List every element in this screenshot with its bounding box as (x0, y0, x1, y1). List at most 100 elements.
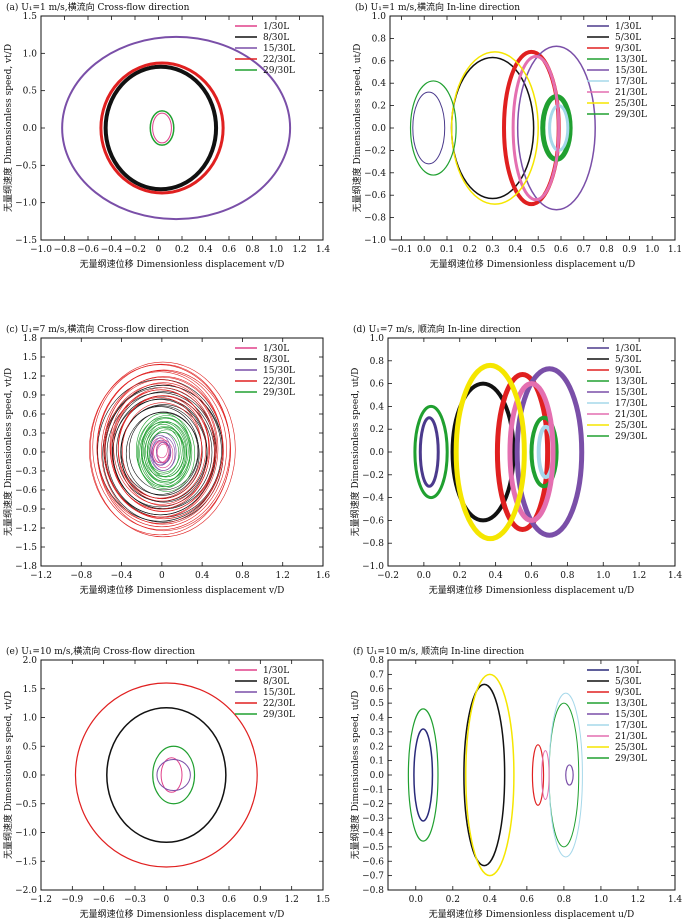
y-tick-label: 0.0 (23, 448, 38, 458)
x-tick-label: 0.4 (198, 245, 213, 255)
orbit-ring (125, 412, 200, 496)
chart-panel-d: (d) U₁=7 m/s, 顺流向 In-line direction −0.2 0… (349, 323, 683, 596)
x-tick-label: 0.8 (599, 245, 614, 255)
x-tick-label: 0.6 (222, 895, 237, 905)
x-tick-label: 1.2 (631, 895, 645, 905)
legend-entry: 29/30L (263, 388, 295, 398)
y-tick-label: 0.8 (370, 357, 385, 367)
y-tick-label: 0.0 (23, 124, 38, 134)
x-tick-label: −0.6 (93, 895, 115, 905)
orbit-ring (104, 383, 216, 518)
y-tick-label: 1.5 (23, 12, 38, 22)
y-tick-label: −0.5 (15, 800, 37, 810)
x-tick-label: 0.4 (488, 571, 503, 581)
orbit-ring (106, 706, 227, 844)
orbit-ring (138, 415, 196, 492)
y-tick-label: 1.0 (23, 49, 38, 59)
x-tick-label: 0.8 (557, 895, 572, 905)
y-tick-label: −0.6 (362, 516, 384, 526)
orbit-ring (450, 381, 516, 523)
x-tick-label: 1.2 (285, 895, 299, 905)
x-tick-label: 0.7 (577, 245, 592, 255)
y-tick-label: 0.4 (370, 402, 385, 412)
orbit-ring (61, 35, 292, 221)
y-tick-label: 0.0 (23, 771, 38, 781)
x-tick-label: −0.4 (101, 245, 123, 255)
x-tick-label: 1.0 (645, 245, 660, 255)
y-tick-label: −0.8 (362, 539, 384, 549)
y-tick-label: −1.5 (15, 857, 37, 867)
orbit-ring (112, 395, 213, 509)
y-tick-label: −0.6 (364, 191, 386, 201)
legend-entry: 13/30L (615, 377, 647, 387)
y-tick-label: 0.4 (370, 714, 385, 724)
y-axis-label: 无量纲速度 Dimensionless speed, vt/D (2, 691, 14, 859)
x-tick-label: 0.0 (417, 245, 432, 255)
series-22-30L-orbit (74, 682, 258, 868)
orbit-ring (89, 364, 231, 536)
x-tick-label: 0 (156, 245, 162, 255)
x-tick-label: 0.1 (440, 245, 454, 255)
series-25-30L-orbit (450, 51, 539, 205)
legend-entry: 9/30L (615, 366, 641, 376)
legend-entry: 8/30L (263, 33, 289, 43)
y-tick-label: 0.2 (372, 102, 386, 112)
x-tick-label: 1.4 (668, 571, 683, 581)
x-tick-label: 0.8 (235, 571, 250, 581)
x-tick-label: 0.2 (175, 245, 189, 255)
x-tick-label: 1.1 (668, 245, 682, 255)
orbit-ring (507, 381, 556, 523)
y-tick-label: 0.3 (23, 429, 38, 439)
y-tick-label: −0.3 (362, 814, 384, 824)
legend-entry: 29/30L (263, 710, 295, 720)
legend-entry: 22/30L (263, 377, 295, 387)
series-1-30L-orbit (412, 91, 446, 165)
y-tick-label: 0.0 (372, 124, 387, 134)
x-tick-label: 0 (163, 895, 169, 905)
plot-area (413, 362, 585, 542)
legend-entry: 1/30L (263, 344, 289, 354)
legend-entry: 29/30L (615, 110, 647, 120)
y-tick-label: −0.5 (362, 843, 384, 853)
x-tick-label: 1.4 (668, 895, 683, 905)
y-tick-label: −0.8 (362, 886, 384, 896)
chart-title: (d) U₁=7 m/s, 顺流向 In-line direction (353, 323, 521, 335)
legend-entry: 21/30L (615, 410, 647, 420)
y-axis-label: 无量纲速度 Dimensionless speed, vt/D (2, 368, 14, 536)
orbit-ring (152, 745, 196, 805)
y-tick-label: 0.1 (370, 757, 384, 767)
y-tick-label: −1.2 (15, 524, 37, 534)
x-tick-label: 1.0 (269, 245, 284, 255)
plot-area (61, 35, 292, 221)
x-tick-label: 0 (159, 571, 165, 581)
y-tick-label: 0.5 (23, 87, 38, 97)
orbit-ring (418, 416, 440, 488)
series-8-30L-orbit (103, 64, 219, 192)
legend-entry: 15/30L (615, 66, 647, 76)
series-29-30L-orbit (152, 745, 196, 805)
y-tick-label: 0.4 (372, 79, 387, 89)
legend-entry: 29/30L (263, 66, 295, 76)
orbit-ring (149, 110, 175, 146)
x-tick-label: −0.9 (61, 895, 83, 905)
y-tick-label: −0.2 (364, 146, 386, 156)
x-tick-label: 1.0 (596, 571, 611, 581)
chart-title: (c) U₁=7 m/s,横流向 Cross-flow direction (6, 323, 189, 335)
orbit-ring (409, 80, 457, 176)
orbit-ring (141, 420, 188, 482)
y-tick-label: 2.0 (23, 656, 38, 666)
y-tick-label: 0.2 (370, 425, 384, 435)
y-tick-label: −1.0 (15, 829, 37, 839)
legend-entry: 5/30L (615, 677, 641, 687)
y-tick-label: 0.9 (23, 391, 38, 401)
x-tick-label: 0.9 (253, 895, 268, 905)
y-tick-label: 0.2 (370, 742, 384, 752)
orbit-ring (110, 389, 210, 510)
series-15-30L-orbit (514, 366, 585, 538)
series-5-30L-orbit (450, 381, 516, 523)
y-axis-label: 无量纲速度 Dimensionless speed, vt/D (2, 44, 14, 212)
x-tick-label: 0.0 (409, 895, 424, 905)
x-tick-label: −0.2 (124, 245, 146, 255)
orbit-ring (529, 415, 559, 489)
x-tick-label: 1.5 (316, 895, 331, 905)
